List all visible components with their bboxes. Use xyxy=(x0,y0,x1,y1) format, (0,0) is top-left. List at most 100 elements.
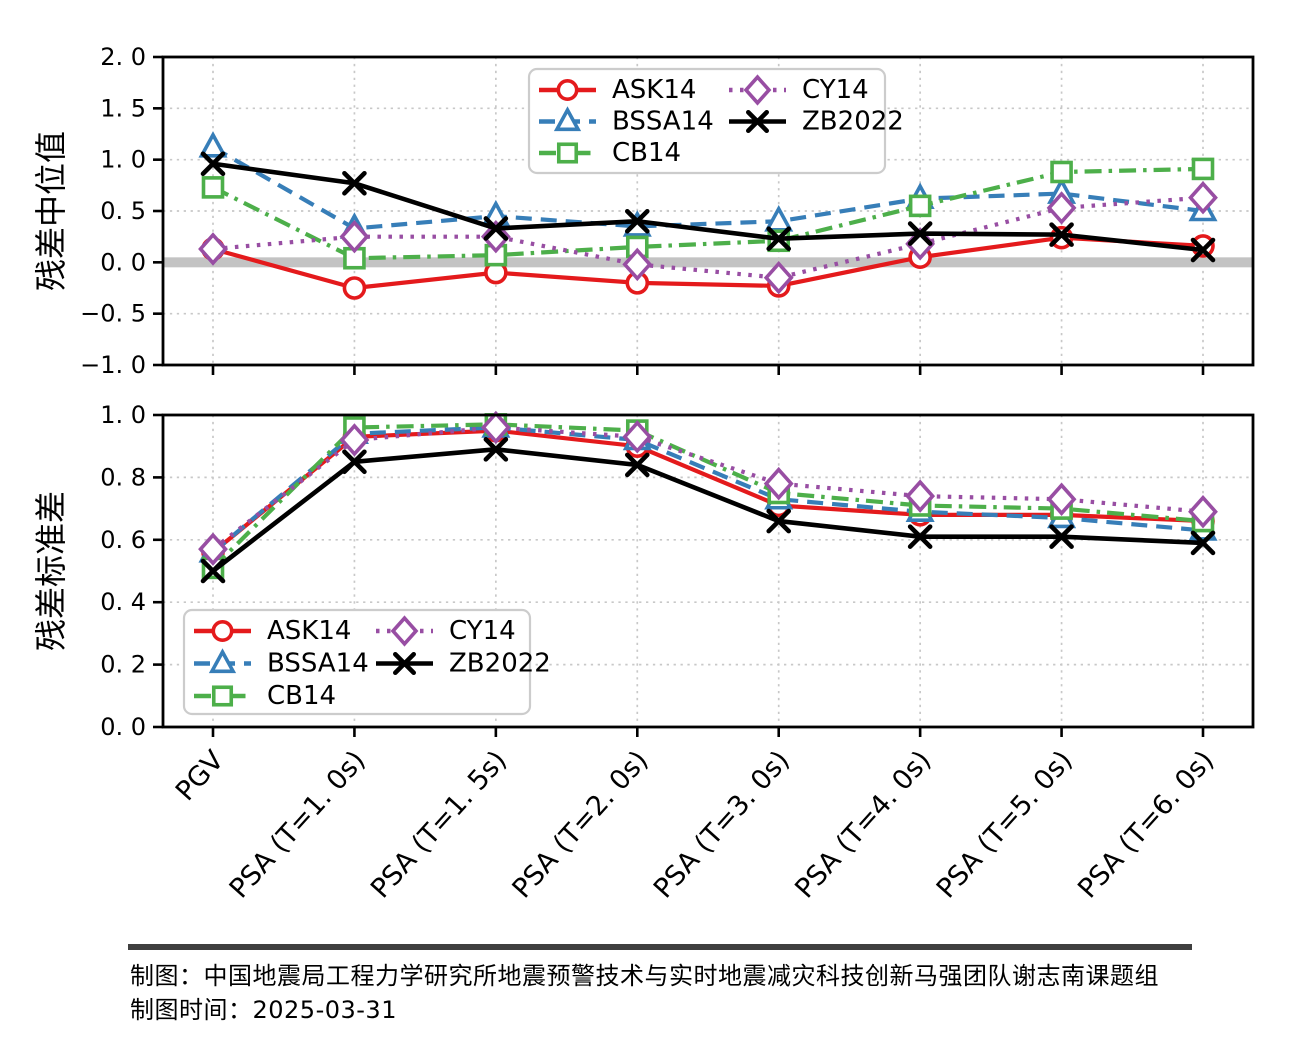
x-marker xyxy=(483,216,509,241)
footer-rule xyxy=(128,944,1192,950)
x-tick-label: PSA (T=5. 0s) xyxy=(931,745,1079,905)
y-tick-label: −1. 0 xyxy=(80,351,146,379)
median-residual-plot: 2. 0 1. 5 1. 0 0. 5 0. 0 −0. 5 −1. 0 残差中位值 ASK14… xyxy=(32,43,1255,379)
y-tick-label: 1. 5 xyxy=(100,94,146,122)
square-marker xyxy=(1050,160,1073,184)
series-line-BSSA14 xyxy=(211,145,1204,231)
square-marker xyxy=(211,685,234,707)
y-tick-label: 2. 0 xyxy=(100,43,146,71)
square-marker xyxy=(201,176,225,199)
x-tick-label: PSA (T=6. 0s) xyxy=(1072,745,1220,905)
diamond-marker xyxy=(339,219,370,254)
x-tick-label: PSA (T=4. 0s) xyxy=(789,745,937,905)
axis-ticks: 1. 0 0. 8 0. 6 0. 4 0. 2 0. 0 xyxy=(100,401,1205,741)
diamond-marker xyxy=(763,261,794,295)
x-marker xyxy=(1049,524,1074,549)
x-tick-label: PGV xyxy=(170,745,231,808)
y-tick-label: −0. 5 xyxy=(80,300,146,328)
y-tick-label: 0. 0 xyxy=(100,713,146,741)
x-marker xyxy=(1190,237,1216,263)
legend-label-ZB2022: ZB2022 xyxy=(449,649,551,679)
triangle-marker xyxy=(764,205,794,232)
diamond-marker xyxy=(622,247,653,282)
y-tick-label: 1. 0 xyxy=(100,401,146,429)
x-marker xyxy=(200,558,226,584)
legend-label-ASK14: ASK14 xyxy=(612,75,696,105)
y-tick-label: 0. 5 xyxy=(100,197,146,225)
legend-label-CY14: CY14 xyxy=(802,75,869,105)
series-line-CB14 xyxy=(211,422,1204,570)
legend-label-BSSA14: BSSA14 xyxy=(267,649,369,679)
series-line-CY14 xyxy=(211,425,1204,551)
x-marker xyxy=(393,652,416,675)
diamond-marker xyxy=(1188,495,1218,529)
diamond-marker xyxy=(198,532,228,566)
legend-label-CB14: CB14 xyxy=(267,681,336,711)
x-marker xyxy=(624,452,650,478)
series-line-ASK14 xyxy=(212,235,1204,291)
legend-label-ZB2022: ZB2022 xyxy=(802,107,904,137)
y-tick-label: 1. 0 xyxy=(100,146,146,174)
diamond-marker xyxy=(339,423,370,457)
y-tick-label: 0. 6 xyxy=(100,526,146,554)
series-line-CY14 xyxy=(212,195,1204,280)
x-marker xyxy=(624,208,650,234)
x-tick-label: PSA (T=1. 0s) xyxy=(224,745,372,905)
x-marker xyxy=(907,221,933,246)
x-marker xyxy=(766,508,792,534)
legend-label-CY14: CY14 xyxy=(449,616,516,646)
y-axis-title: 残差标准差 xyxy=(32,491,70,651)
footer-credit: 制图：中国地震局工程力学研究所地震预警技术与实时地震减灾科技创新马强团队谢志南课… xyxy=(130,962,1159,990)
series-CB14 xyxy=(201,157,1215,270)
square-marker xyxy=(908,194,932,218)
y-tick-label: 0. 0 xyxy=(100,248,146,276)
x-marker xyxy=(483,437,509,462)
circle-marker xyxy=(556,79,579,101)
x-marker xyxy=(200,151,226,177)
axis-ticks: 2. 0 1. 5 1. 0 0. 5 0. 0 −0. 5 −1. 0 xyxy=(80,43,1205,379)
y-tick-label: 0. 8 xyxy=(100,463,146,491)
legend-box xyxy=(527,67,887,175)
triangle-marker xyxy=(198,131,228,158)
diamond-marker xyxy=(1046,191,1077,225)
x-tick-label: PSA (T=3. 0s) xyxy=(648,745,796,905)
square-marker xyxy=(1191,157,1215,181)
diamond-marker xyxy=(622,420,653,454)
series-ZB2022 xyxy=(200,151,1216,263)
diamond-marker xyxy=(1188,180,1218,215)
x-marker xyxy=(766,226,792,252)
diamond-marker xyxy=(198,232,228,266)
legend-box xyxy=(182,608,532,716)
triangle-marker xyxy=(208,648,237,674)
diamond-marker xyxy=(480,410,511,445)
x-marker xyxy=(907,524,933,549)
legend-label-ASK14: ASK14 xyxy=(267,616,351,646)
x-marker xyxy=(1190,530,1216,556)
series-line-BSSA14 xyxy=(211,425,1204,554)
footer-date: 制图时间：2025-03-31 xyxy=(130,996,397,1024)
series-line-ZB2022 xyxy=(212,161,1204,253)
y-tick-label: 0. 4 xyxy=(100,588,146,616)
x-tick-label: PSA (T=1. 5s) xyxy=(365,745,513,905)
x-marker xyxy=(342,449,367,475)
zero-reference-band xyxy=(163,257,1253,268)
legend-label-CB14: CB14 xyxy=(612,138,681,168)
square-marker xyxy=(556,142,579,164)
x-tick-label: PSA (T=2. 0s) xyxy=(506,745,654,905)
y-axis-title: 残差中位值 xyxy=(32,131,70,291)
series-CY14 xyxy=(198,410,1218,566)
axes-border xyxy=(161,413,1255,729)
y-tick-label: 0. 2 xyxy=(100,651,146,679)
x-marker xyxy=(342,170,367,196)
series-CY14 xyxy=(198,180,1218,295)
triangle-marker xyxy=(553,106,582,132)
series-line-ZB2022 xyxy=(211,447,1204,573)
diamond-marker xyxy=(905,479,936,513)
diamond-marker xyxy=(763,466,794,501)
circle-marker xyxy=(211,620,234,642)
